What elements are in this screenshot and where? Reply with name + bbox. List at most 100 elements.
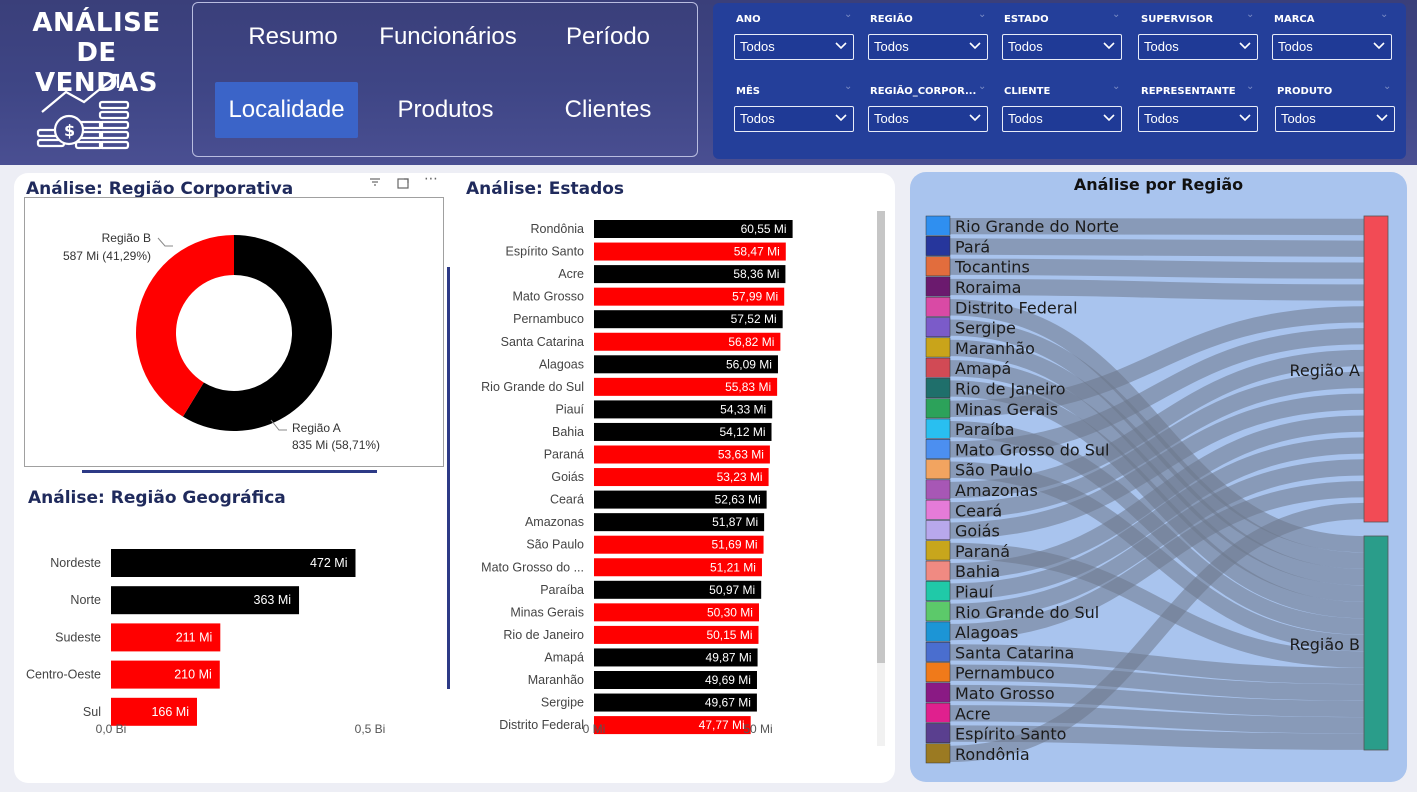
- filter-estado-dropdown[interactable]: Todos: [1002, 34, 1122, 60]
- sankey-link: [949, 415, 1365, 580]
- sankey-source-label: São Paulo: [955, 461, 1033, 480]
- states-title: Análise: Estados: [466, 179, 625, 199]
- sankey-source-label: Rio Grande do Sul: [955, 603, 1099, 622]
- geo-data-label: 363 Mi: [254, 593, 292, 607]
- nav-periodo-button[interactable]: Período: [565, 23, 651, 50]
- chevron-down-icon: [835, 114, 847, 122]
- chevron-down-icon[interactable]: ⌄: [844, 81, 853, 92]
- chevron-down-icon[interactable]: ⌄: [1246, 81, 1255, 92]
- sankey-link: [949, 502, 1365, 763]
- sankey-source-node: [925, 337, 951, 358]
- sankey-source-node: [925, 439, 951, 459]
- chevron-down-icon[interactable]: ⌄: [978, 9, 987, 20]
- sankey-source-label: Paraná: [955, 542, 1010, 561]
- state-category-label: Bahia: [552, 425, 584, 439]
- sankey-link: [949, 360, 1365, 602]
- sankey-source-label: Pará: [955, 237, 990, 256]
- state-bar: [594, 671, 757, 689]
- state-data-label: 58,36 Mi: [733, 267, 779, 281]
- sankey-link: [949, 278, 1365, 301]
- filter-label-supervisor: SUPERVISOR: [1141, 14, 1214, 25]
- sankey-link: [949, 481, 1365, 641]
- filter-label-mes: MÊS: [736, 86, 760, 97]
- chevron-down-icon[interactable]: ⌄: [978, 81, 987, 92]
- filter-cliente-dropdown[interactable]: Todos: [1002, 106, 1122, 132]
- states-scrollbar-thumb[interactable]: [877, 211, 885, 663]
- nav-funcionarios-button[interactable]: Funcionários: [379, 23, 517, 50]
- sankey-source-node: [925, 560, 951, 581]
- chevron-down-icon: [1376, 114, 1388, 122]
- state-category-label: Goiás: [551, 470, 584, 484]
- filter-supervisor-dropdown[interactable]: Todos: [1138, 34, 1258, 60]
- sankey-source-label: Mato Grosso do Sul: [955, 440, 1110, 459]
- chevron-down-icon[interactable]: ⌄: [1112, 9, 1121, 20]
- states-scrollbar-track[interactable]: [877, 211, 885, 746]
- sankey-source-node: [925, 459, 951, 480]
- chevron-down-icon[interactable]: ⌄: [1383, 81, 1392, 92]
- state-data-label: 49,69 Mi: [705, 673, 751, 687]
- sankey-source-label: Espírito Santo: [955, 725, 1066, 744]
- state-data-label: 49,87 Mi: [706, 650, 752, 664]
- state-bar: [594, 648, 758, 667]
- state-bar: [594, 535, 764, 554]
- sankey-source-label: Roraima: [955, 278, 1021, 297]
- nav-produtos-button[interactable]: Produtos: [397, 96, 494, 123]
- sankey-link: [949, 217, 1365, 236]
- sankey-source-label: Minas Gerais: [955, 400, 1058, 419]
- donut-data-label: 835 Mi (58,71%): [292, 438, 380, 452]
- state-data-label: 57,52 Mi: [731, 312, 777, 326]
- filter-regiao-value: Todos: [874, 39, 909, 54]
- state-bar: [594, 332, 781, 351]
- filter-label-estado: ESTADO: [1004, 14, 1049, 25]
- more-options-icon[interactable]: ⋯: [424, 171, 438, 187]
- filter-produto-dropdown[interactable]: Todos: [1275, 106, 1395, 132]
- chevron-down-icon[interactable]: ⌄: [844, 9, 853, 20]
- filter-regiao-corporativa-dropdown[interactable]: Todos: [868, 106, 988, 132]
- nav-clientes-button[interactable]: Clientes: [564, 96, 652, 123]
- filter-label-ano: ANO: [736, 14, 761, 25]
- geographic-region-bar-chart: Nordeste 472 Mi Norte 363 Mi Sudeste 211 Mi Ce…: [26, 549, 385, 736]
- filter-icon[interactable]: [368, 175, 382, 193]
- donut-leader-line: [270, 419, 287, 431]
- chevron-down-icon[interactable]: ⌄: [1380, 9, 1389, 20]
- filter-ano-dropdown[interactable]: Todos: [734, 34, 854, 60]
- state-data-label: 60,55 Mi: [741, 222, 787, 236]
- filter-produto-value: Todos: [1281, 111, 1316, 126]
- sankey-link: [949, 393, 1365, 539]
- chevron-down-icon[interactable]: ⌄: [1246, 9, 1255, 20]
- nav-localidade-button[interactable]: Localidade: [215, 82, 358, 138]
- report-title: ANÁLISE DE VENDAS: [14, 8, 179, 98]
- filter-label-regiao-corporativa: REGIÃO_CORPOR...: [870, 86, 977, 97]
- sankey-target-node-regiao-a: [1363, 215, 1389, 523]
- filter-regiao-corporativa-value: Todos: [874, 111, 909, 126]
- filter-label-marca: MARCA: [1274, 14, 1315, 25]
- state-data-label: 56,82 Mi: [728, 335, 774, 349]
- focus-mode-icon[interactable]: [396, 175, 410, 194]
- state-category-label: Maranhão: [528, 673, 584, 687]
- filter-marca-dropdown[interactable]: Todos: [1272, 34, 1392, 60]
- state-category-label: Distrito Federal: [499, 718, 584, 732]
- filter-mes-dropdown[interactable]: Todos: [734, 106, 854, 132]
- state-x-tick-label: 50 Mi: [743, 722, 772, 736]
- nav-resumo-button[interactable]: Resumo: [248, 23, 338, 50]
- chevron-down-icon[interactable]: ⌄: [1112, 81, 1121, 92]
- sankey-target-label: Região A: [1290, 361, 1361, 380]
- page-navigator: Resumo Funcionários Período Localidade P…: [192, 2, 698, 157]
- state-category-label: Acre: [558, 267, 584, 281]
- donut-slice-região-b: [136, 235, 234, 417]
- state-category-label: Amapá: [544, 650, 584, 664]
- charts-card: Análise: Região Corporativa ⋯ Região B 58…: [14, 171, 895, 783]
- donut-slice-região-a: [182, 235, 333, 431]
- sankey-source-label: Santa Catarina: [955, 643, 1074, 662]
- sankey-link: [949, 644, 1365, 685]
- state-category-label: Ceará: [550, 493, 584, 507]
- filter-representante-dropdown[interactable]: Todos: [1138, 106, 1258, 132]
- sankey-source-node: [925, 499, 951, 520]
- state-category-label: São Paulo: [526, 538, 584, 552]
- sankey-source-label: Maranhão: [955, 339, 1035, 358]
- filter-regiao-dropdown[interactable]: Todos: [868, 34, 988, 60]
- state-category-label: Rio Grande do Sul: [481, 380, 584, 394]
- filter-cliente-value: Todos: [1008, 111, 1043, 126]
- sankey-source-node: [925, 317, 951, 338]
- geo-bar-norte: [111, 586, 300, 615]
